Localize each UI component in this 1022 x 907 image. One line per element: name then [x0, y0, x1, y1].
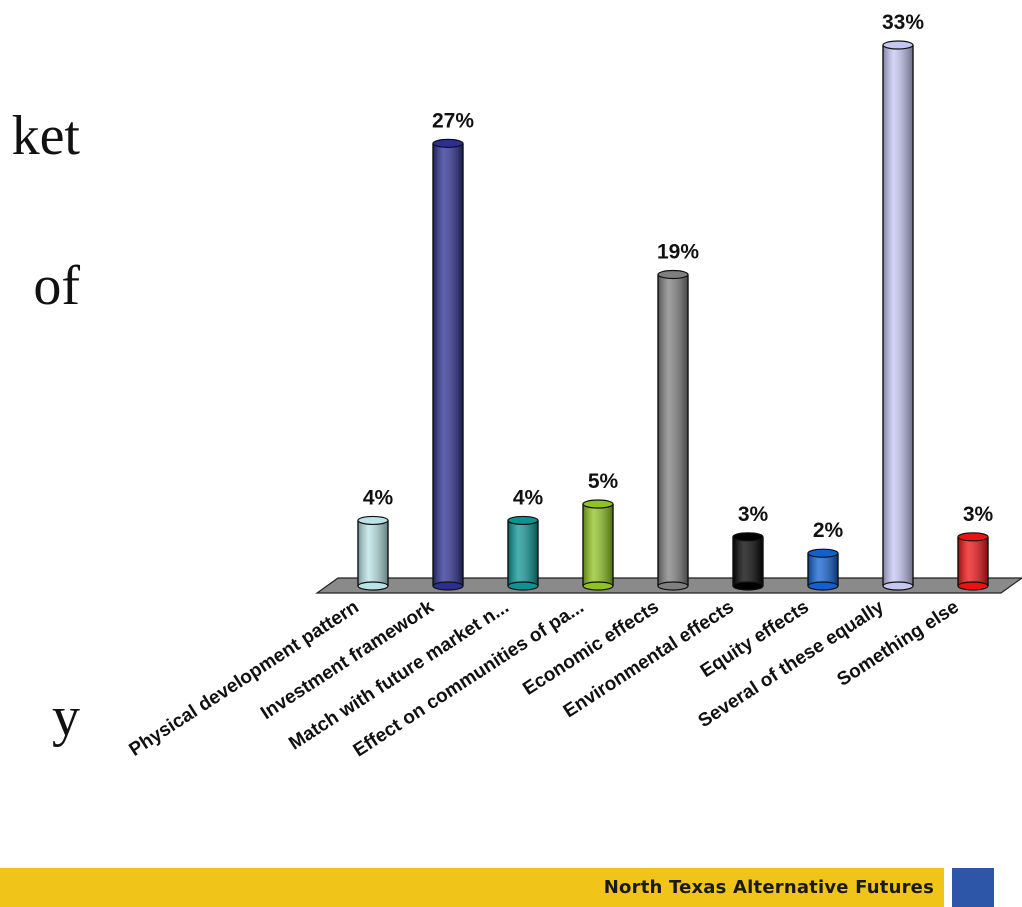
slide-text-fragment-1: ket: [11, 105, 80, 167]
bar-several-of-these-equally: [882, 40, 914, 591]
footer-bar: North Texas Alternative Futures: [0, 868, 944, 907]
value-label-investment-framework: 27%: [432, 109, 474, 132]
footer-title: North Texas Alternative Futures: [603, 877, 934, 898]
bar-economic-effects: [657, 269, 689, 591]
bar-environmental-effects: [732, 532, 764, 591]
value-label-something-else: 3%: [963, 503, 994, 526]
value-label-match-with-future-market-n: 4%: [513, 486, 544, 509]
bar-something-else: [957, 532, 989, 591]
value-label-physical-development-pattern: 4%: [363, 486, 394, 509]
bar-match-with-future-market-n: [507, 515, 539, 591]
bar-physical-development-pattern: [357, 515, 389, 591]
value-label-several-of-these-equally: 33%: [882, 11, 924, 34]
value-label-economic-effects: 19%: [657, 241, 699, 264]
value-label-equity-effects: 2%: [813, 519, 844, 542]
value-label-effect-on-communities-of-pa: 5%: [588, 470, 619, 493]
bar-equity-effects: [807, 548, 839, 591]
bars-layer: [357, 40, 989, 591]
bar-investment-framework: [432, 138, 464, 591]
value-label-environmental-effects: 3%: [738, 503, 769, 526]
slide-text-fragment-3: y: [52, 686, 80, 748]
slide-text-fragment-2: of: [33, 255, 80, 317]
bar-effect-on-communities-of-pa: [582, 499, 614, 591]
footer-accent-block: [952, 868, 994, 907]
value-labels-layer: 4% 27% 4% 5% 19% 3% 2% 33% 3%: [363, 11, 994, 542]
